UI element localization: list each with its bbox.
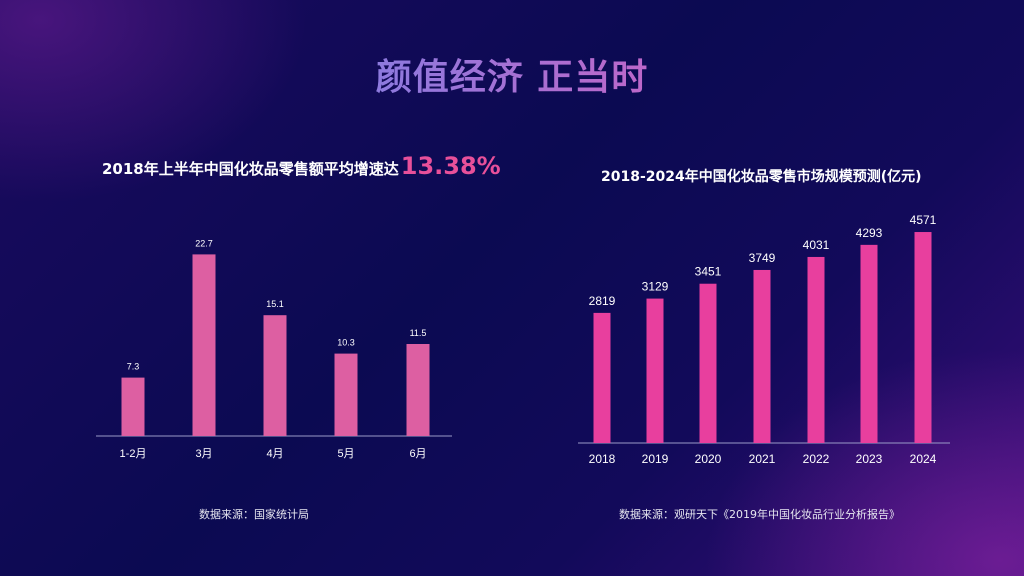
value-label-year-2022: 4031 bbox=[803, 238, 830, 252]
x-tick-label-year-2019: 2019 bbox=[642, 452, 669, 466]
x-tick-label-month-1-2月: 1-2月 bbox=[120, 448, 147, 460]
bar-year-2019 bbox=[646, 298, 664, 443]
x-tick-label-month-5月: 5月 bbox=[337, 448, 354, 460]
value-label-month-6月: 11.5 bbox=[410, 328, 427, 338]
bar-year-2022 bbox=[807, 256, 825, 443]
x-tick-label-year-2020: 2020 bbox=[695, 452, 722, 466]
x-tick-label-year-2023: 2023 bbox=[856, 452, 883, 466]
growth-rate-highlight: 13.38% bbox=[400, 152, 501, 180]
bar-month-5月 bbox=[334, 353, 358, 436]
value-label-month-5月: 10.3 bbox=[337, 338, 355, 348]
page-title: 颜值经济 正当时 bbox=[0, 48, 1024, 100]
value-label-year-2019: 3129 bbox=[642, 280, 669, 294]
left-chart-title-text: 2018年上半年中国化妆品零售额平均增速达 bbox=[102, 160, 399, 178]
x-tick-label-year-2024: 2024 bbox=[910, 452, 937, 466]
bar-year-2024 bbox=[914, 232, 932, 443]
x-tick-label-month-3月: 3月 bbox=[195, 448, 212, 460]
value-label-year-2018: 2819 bbox=[589, 294, 616, 308]
bar-year-2021 bbox=[753, 269, 771, 443]
x-tick-label-year-2021: 2021 bbox=[749, 452, 776, 466]
bar-year-2018 bbox=[593, 312, 611, 443]
x-tick-label-month-6月: 6月 bbox=[409, 448, 426, 460]
value-label-year-2020: 3451 bbox=[695, 265, 722, 279]
value-label-year-2024: 4571 bbox=[910, 213, 937, 227]
bar-year-2023 bbox=[860, 244, 878, 443]
bar-year-2020 bbox=[699, 283, 717, 443]
x-tick-label-year-2018: 2018 bbox=[589, 452, 616, 466]
bar-month-1-2月 bbox=[121, 377, 145, 436]
bar-month-6月 bbox=[406, 344, 430, 436]
left-chart-source: 数据来源：国家统计局 bbox=[199, 508, 309, 521]
right-chart-source: 数据来源：观研天下《2019年中国化妆品行业分析报告》 bbox=[619, 508, 900, 521]
value-label-year-2023: 4293 bbox=[856, 226, 883, 240]
value-label-year-2021: 3749 bbox=[749, 251, 776, 265]
bar-month-3月 bbox=[192, 254, 216, 436]
left-chart-title: 2018年上半年中国化妆品零售额平均增速达13.38% bbox=[102, 152, 501, 180]
x-tick-label-month-4月: 4月 bbox=[266, 448, 283, 460]
right-chart-title: 2018-2024年中国化妆品零售市场规模预测(亿元) bbox=[601, 169, 922, 185]
value-label-month-3月: 22.7 bbox=[195, 238, 213, 248]
bar-month-4月 bbox=[263, 315, 287, 436]
value-label-month-4月: 15.1 bbox=[266, 299, 284, 309]
value-label-month-1-2月: 7.3 bbox=[127, 362, 140, 372]
x-tick-label-year-2022: 2022 bbox=[803, 452, 830, 466]
